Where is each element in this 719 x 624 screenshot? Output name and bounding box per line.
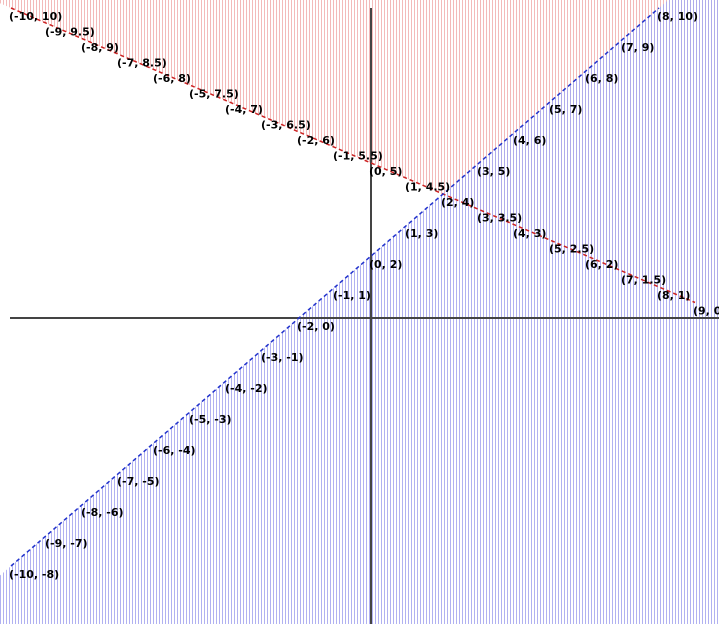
point-label: (6, 8) xyxy=(585,72,618,85)
point-label: (-8, 9) xyxy=(81,41,119,54)
point-label: (-2, 0) xyxy=(297,320,335,333)
point-label: (-5, 7.5) xyxy=(189,88,239,101)
point-label: (8, 10) xyxy=(657,10,698,23)
point-label: (-2, 6) xyxy=(297,134,335,147)
point-label: (7, 1.5) xyxy=(621,274,666,287)
point-label: (-4, -2) xyxy=(225,382,268,395)
point-label: (7, 9) xyxy=(621,41,654,54)
point-label: (4, 3) xyxy=(513,227,546,240)
boundary-line-red xyxy=(10,7,696,304)
point-label: (3, 5) xyxy=(477,165,510,178)
point-label: (9, 0.5) xyxy=(693,305,719,318)
point-label: (2, 4) xyxy=(441,196,474,209)
point-label: (-1, 1) xyxy=(333,289,371,302)
point-label: (1, 3) xyxy=(405,227,438,240)
point-label: (6, 2) xyxy=(585,258,618,271)
point-label: (-3, -1) xyxy=(261,351,304,364)
point-label: (-5, -3) xyxy=(189,413,232,426)
point-label: (-6, -4) xyxy=(153,444,196,457)
point-label: (-6, 8) xyxy=(153,72,191,85)
boundary-line-blue xyxy=(10,7,660,567)
point-label: (-10, 10) xyxy=(9,10,62,23)
point-label: (-8, -6) xyxy=(81,506,124,519)
point-label: (4, 6) xyxy=(513,134,546,147)
point-label: (-9, -7) xyxy=(45,537,88,550)
point-label: (-7, 8.5) xyxy=(117,57,167,70)
point-label: (-3, 6.5) xyxy=(261,119,311,132)
point-label: (1, 4.5) xyxy=(405,181,450,194)
point-label: (0, 5) xyxy=(369,165,402,178)
point-label: (-10, -8) xyxy=(9,568,59,581)
point-label: (-1, 5.5) xyxy=(333,150,383,163)
point-label: (5, 7) xyxy=(549,103,582,116)
point-label: (3, 3.5) xyxy=(477,212,522,225)
point-label: (-7, -5) xyxy=(117,475,160,488)
point-label: (-4, 7) xyxy=(225,103,263,116)
point-label: (-9, 9.5) xyxy=(45,26,95,39)
point-label: (8, 1) xyxy=(657,289,690,302)
point-label: (5, 2.5) xyxy=(549,243,594,256)
point-label: (0, 2) xyxy=(369,258,402,271)
